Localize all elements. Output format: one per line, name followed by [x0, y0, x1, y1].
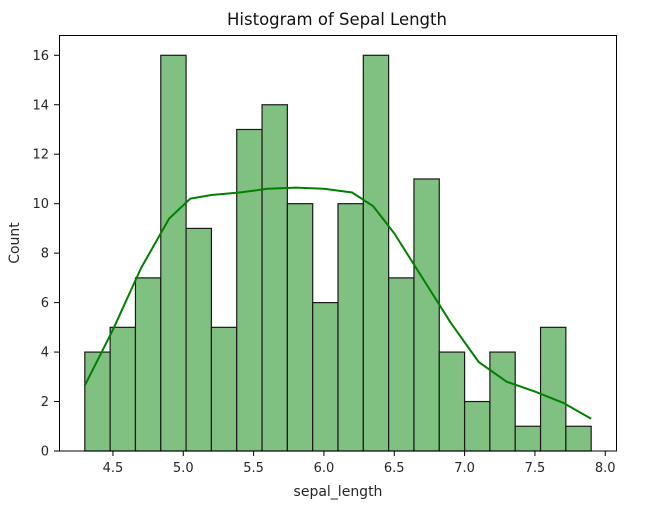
x-tick-label: 6.0 [314, 461, 335, 476]
y-tick-label: 10 [32, 197, 49, 212]
histogram-bar [337, 203, 364, 452]
histogram-bar [413, 178, 440, 452]
histogram-bar [261, 104, 288, 452]
histogram-bar [236, 128, 263, 452]
histogram-bar [362, 54, 390, 452]
histogram-bar [388, 277, 415, 452]
kde-curve [83, 186, 592, 420]
histogram-bar [286, 203, 314, 452]
y-tick-label: 14 [32, 98, 49, 113]
x-tick-label: 7.0 [454, 461, 475, 476]
y-tick-label: 2 [41, 395, 49, 410]
y-tick-label: 0 [41, 445, 49, 460]
histogram-bar [312, 302, 339, 452]
histogram-bar [160, 54, 187, 452]
histogram-bar [185, 227, 213, 452]
x-tick-label: 8.0 [595, 461, 616, 476]
chart-title: Histogram of Sepal Length [227, 10, 447, 29]
histogram-bar [134, 277, 162, 452]
histogram-bar [489, 351, 516, 452]
y-axis-ticks: 0 2 4 6 8 10 12 14 16 [32, 49, 60, 460]
x-tick-label: 7.5 [525, 461, 546, 476]
y-tick-label: 6 [41, 296, 49, 311]
y-tick-label: 4 [41, 346, 49, 361]
x-axis-label: sepal_length [294, 484, 383, 500]
y-axis-label: Count [7, 222, 23, 264]
y-tick-label: 8 [41, 247, 49, 262]
y-tick-label: 16 [32, 49, 49, 64]
histogram-bar [438, 351, 466, 452]
histogram-bar [539, 326, 567, 452]
axes-frame [59, 35, 617, 452]
histogram-bar [84, 351, 111, 452]
y-tick-label: 12 [32, 148, 49, 163]
x-axis-ticks: 4.5 5.0 5.5 6.0 6.5 7.0 7.5 8.0 [103, 451, 616, 476]
histogram-bar [463, 400, 491, 452]
histogram-bars [84, 54, 592, 452]
x-tick-label: 5.0 [173, 461, 194, 476]
histogram-bar [109, 326, 137, 452]
histogram-bar [565, 425, 592, 452]
x-tick-label: 4.5 [103, 461, 124, 476]
x-tick-label: 6.5 [384, 461, 405, 476]
histogram-bar [514, 425, 542, 452]
x-tick-label: 5.5 [243, 461, 264, 476]
histogram-bar [210, 326, 238, 452]
